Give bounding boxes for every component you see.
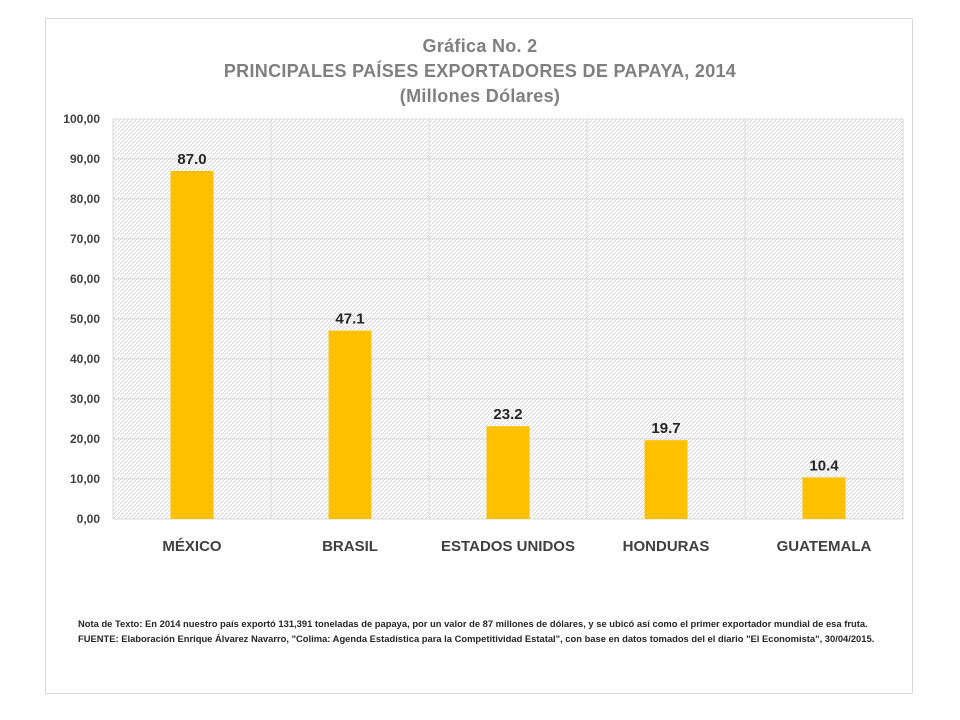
bar <box>486 426 530 519</box>
y-tick-label: 80,00 <box>70 192 100 206</box>
y-tick-label: 10,00 <box>70 472 100 486</box>
note-text: Nota de Texto: En 2014 nuestro país expo… <box>78 618 868 629</box>
chart-notes: Nota de Texto: En 2014 nuestro país expo… <box>78 617 884 646</box>
bar <box>644 440 688 519</box>
data-label: 19.7 <box>651 420 680 437</box>
data-label: 23.2 <box>493 406 522 423</box>
bar <box>802 477 846 519</box>
chart-subtitle: PRINCIPALES PAÍSES EXPORTADORES DE PAPAY… <box>223 61 737 81</box>
bar <box>170 171 214 519</box>
source-text: FUENTE: Elaboración Enrique Álvarez Nava… <box>78 632 875 644</box>
chart-unit-label: (Millones Dólares) <box>399 86 561 106</box>
x-tick-label: BRASIL <box>322 538 378 555</box>
y-tick-label: 40,00 <box>70 352 100 366</box>
x-tick-label: HONDURAS <box>623 538 710 555</box>
data-label: 87.0 <box>177 151 206 168</box>
x-tick-label: ESTADOS UNIDOS <box>441 538 575 555</box>
x-tick-label: MÉXICO <box>162 538 222 555</box>
y-tick-label: 60,00 <box>70 272 100 286</box>
chart-title: Gráfica No. 2 <box>422 36 538 56</box>
y-tick-label: 20,00 <box>70 432 100 446</box>
x-tick-label: GUATEMALA <box>777 538 872 555</box>
data-label: 10.4 <box>809 457 839 474</box>
data-label: 47.1 <box>335 311 364 328</box>
y-tick-label: 90,00 <box>70 152 100 166</box>
y-tick-label: 30,00 <box>70 392 100 406</box>
bar <box>328 330 372 519</box>
y-tick-label: 100,00 <box>63 112 100 126</box>
y-tick-label: 70,00 <box>70 232 100 246</box>
y-tick-label: 50,00 <box>70 312 100 326</box>
y-tick-label: 0,00 <box>77 512 101 526</box>
